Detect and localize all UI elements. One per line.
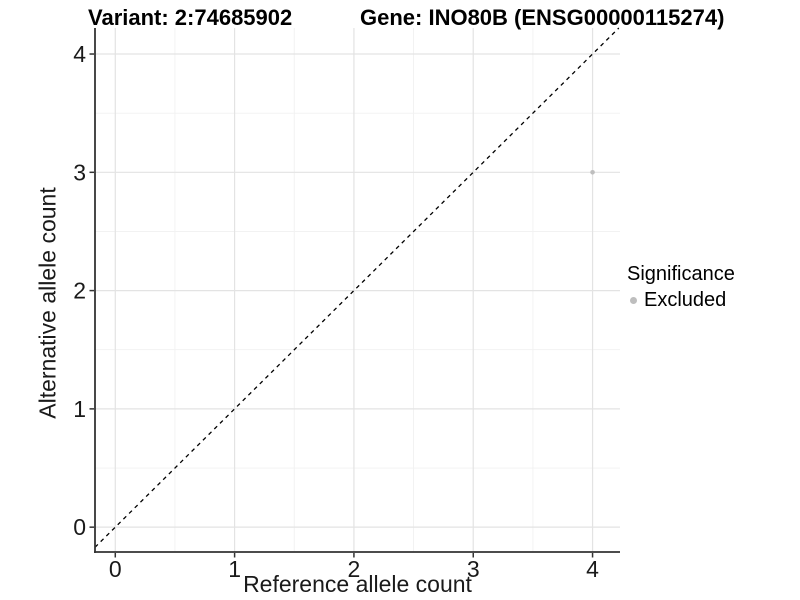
y-tick-label: 0 (73, 514, 86, 540)
x-tick-label: 1 (228, 556, 241, 582)
identity-line (94, 27, 620, 548)
x-tick-label: 3 (467, 556, 480, 582)
legend-point-icon (630, 297, 637, 304)
y-tick-label: 4 (73, 41, 86, 67)
legend: Significance Excluded (627, 263, 735, 312)
legend-item-label: Excluded (644, 289, 727, 311)
x-tick-label: 4 (586, 556, 599, 582)
y-tick-label: 1 (73, 396, 86, 422)
x-tick-label: 0 (109, 556, 122, 582)
data-point (590, 170, 595, 175)
x-tick-label: 2 (348, 556, 361, 582)
gene-title: Gene: INO80B (ENSG00000115274) (360, 5, 725, 30)
y-tick-label: 2 (73, 278, 86, 304)
variant-title: Variant: 2:74685902 (88, 5, 293, 30)
legend-item-excluded: Excluded (627, 289, 735, 312)
y-axis-title: Alternative allele count (34, 187, 61, 419)
legend-title: Significance (627, 263, 735, 285)
y-tick-label: 3 (73, 159, 86, 185)
x-axis-title: Reference allele count (243, 571, 472, 597)
